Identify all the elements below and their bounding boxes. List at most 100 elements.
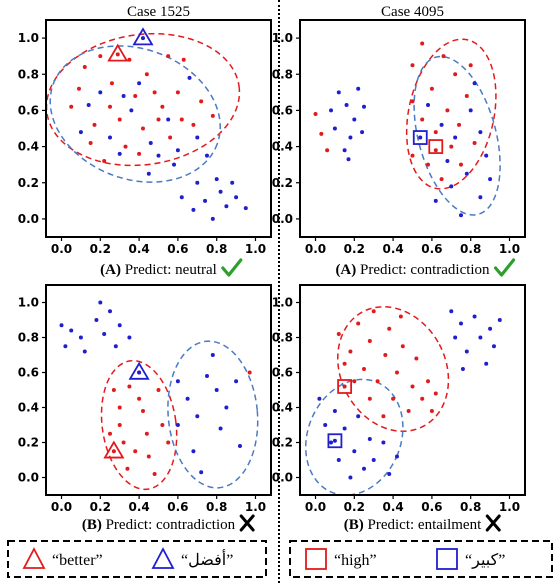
data-point-blue xyxy=(191,449,196,454)
data-point-blue xyxy=(323,423,328,427)
data-point-red xyxy=(433,148,438,153)
x-tick-label: 0.2 xyxy=(344,242,365,256)
data-point-red xyxy=(82,65,87,70)
y-tick-label: 0.0 xyxy=(272,212,293,226)
data-point-red xyxy=(115,52,120,57)
data-point-blue xyxy=(484,153,489,158)
x-tick-label: 0.6 xyxy=(421,242,442,256)
data-point-red xyxy=(468,63,473,68)
legend-2: “high” “كبير” xyxy=(289,540,553,578)
data-point-blue xyxy=(127,335,132,340)
data-point-blue xyxy=(348,475,353,480)
data-point-red xyxy=(247,370,252,375)
x-tick-label: 0.0 xyxy=(305,500,326,514)
data-point-red xyxy=(472,140,477,145)
y-tick-label: 0.4 xyxy=(272,140,293,154)
legend-label: “high” xyxy=(334,552,377,569)
data-point-red xyxy=(125,466,130,471)
data-point-red xyxy=(394,370,399,375)
panel-caption: (B) Predict: contradiction xyxy=(82,517,236,533)
data-point-blue xyxy=(102,332,107,336)
cluster-ellipse-ellipse_blue xyxy=(49,45,221,183)
cluster-ellipse-ellipse_blue xyxy=(413,55,501,216)
data-point-blue xyxy=(224,204,229,209)
data-point-red xyxy=(400,344,405,349)
data-point-blue xyxy=(129,108,134,113)
data-point-blue xyxy=(348,135,353,140)
data-point-red xyxy=(439,177,444,182)
y-tick-label: 0.6 xyxy=(18,103,39,117)
data-point-red xyxy=(127,57,132,62)
data-point-red xyxy=(319,131,324,136)
data-point-blue xyxy=(148,140,153,145)
data-point-blue xyxy=(453,335,458,340)
data-point-blue xyxy=(172,162,177,167)
data-point-blue xyxy=(146,171,151,176)
x-tick-label: 0.6 xyxy=(421,500,442,514)
data-point-red xyxy=(449,144,454,149)
data-point-red xyxy=(429,409,434,413)
data-point-red xyxy=(111,449,116,454)
data-point-blue xyxy=(356,86,361,91)
check-icon xyxy=(493,258,516,277)
data-point-red xyxy=(458,162,463,167)
data-point-blue xyxy=(59,323,64,328)
data-point-blue xyxy=(332,438,337,443)
data-point-blue xyxy=(472,314,477,319)
legend-box xyxy=(289,540,553,578)
x-tick-label: 0.4 xyxy=(128,500,149,514)
data-point-blue xyxy=(156,153,161,158)
data-point-blue xyxy=(187,75,192,80)
data-point-blue xyxy=(94,318,99,322)
data-point-blue xyxy=(387,472,392,476)
y-tick-label: 1.0 xyxy=(272,296,293,310)
data-point-red xyxy=(429,86,434,91)
plot-frame xyxy=(45,284,272,496)
data-point-blue xyxy=(449,184,454,189)
y-tick-label: 0.4 xyxy=(18,140,39,154)
data-point-blue xyxy=(108,309,113,314)
data-point-blue xyxy=(488,177,493,182)
y-tick-label: 0.0 xyxy=(272,471,293,485)
data-point-blue xyxy=(166,117,171,122)
data-point-blue xyxy=(458,213,463,218)
y-tick-label: 0.8 xyxy=(18,67,39,81)
panel-title: Case 4095 xyxy=(381,4,444,20)
data-point-blue xyxy=(352,449,357,454)
x-tick-label: 0.8 xyxy=(460,242,481,256)
data-point-red xyxy=(98,54,103,59)
data-point-blue xyxy=(121,93,126,98)
data-point-red xyxy=(88,140,93,145)
y-tick-label: 0.8 xyxy=(18,331,39,345)
data-point-blue xyxy=(394,454,399,459)
data-point-blue xyxy=(117,151,122,156)
data-point-red xyxy=(398,314,403,319)
x-tick-label: 0.4 xyxy=(382,242,403,256)
data-point-blue xyxy=(218,189,223,194)
data-point-blue xyxy=(344,102,349,107)
data-point-blue xyxy=(497,318,502,322)
data-point-red xyxy=(375,379,380,384)
cluster-ellipse-red xyxy=(337,306,450,432)
data-point-red xyxy=(387,326,392,331)
scatter-panel-2: Case 4095 0.0 0.2 0.4 0.6 0.8 1.0 0.0 0.2 0.4 0.6 0… xyxy=(272,4,526,278)
x-tick-label: 0.8 xyxy=(460,500,481,514)
data-point-blue xyxy=(234,195,239,200)
x-tick-label: 0.2 xyxy=(344,500,365,514)
x-tick-label: 1.0 xyxy=(499,500,520,514)
triangle-marker-blue xyxy=(132,27,154,46)
scatter-panel-1: Case 1525 0.0 0.2 0.4 0.6 0.8 1.0 0.0 0.2 0.4 0.6 0… xyxy=(18,4,272,278)
data-point-red xyxy=(410,384,415,389)
data-point-red xyxy=(179,117,184,122)
data-point-blue xyxy=(204,374,209,378)
data-point-blue xyxy=(195,135,200,140)
y-tick-label: 0.8 xyxy=(272,67,293,81)
data-point-red xyxy=(166,440,171,445)
y-tick-label: 0.6 xyxy=(272,103,293,117)
triangle-marker-blue xyxy=(128,361,150,380)
data-point-blue xyxy=(191,207,196,212)
data-point-red xyxy=(181,57,186,62)
data-point-red xyxy=(160,104,165,109)
data-point-blue xyxy=(140,36,145,41)
